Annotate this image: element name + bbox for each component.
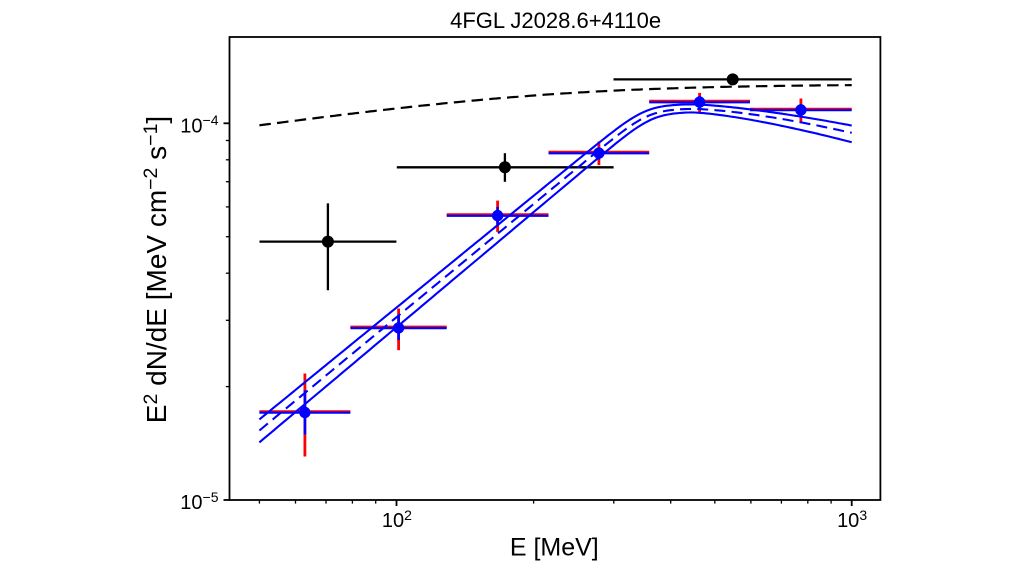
svg-text:E2 dN/dE [MeV cm−2 s−1]: E2 dN/dE [MeV cm−2 s−1] <box>140 116 172 423</box>
svg-text:E [MeV]: E [MeV] <box>510 534 599 562</box>
svg-text:4FGL J2028.6+4110e: 4FGL J2028.6+4110e <box>450 8 661 33</box>
svg-text:10−4: 10−4 <box>180 112 218 137</box>
